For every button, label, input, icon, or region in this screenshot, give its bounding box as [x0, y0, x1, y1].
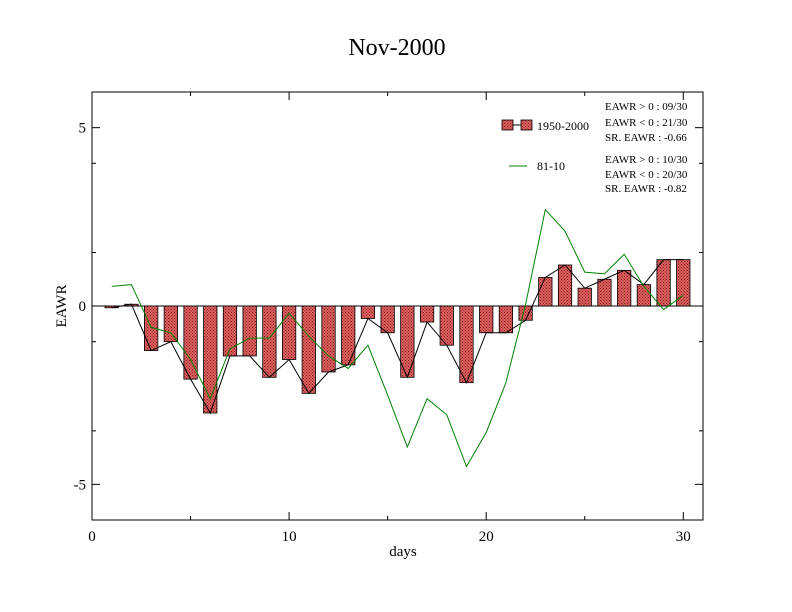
stat-negative-81-10: EAWR < 0 : 20/30: [605, 169, 688, 181]
legend-label-81-10: 81-10: [537, 159, 565, 173]
bar-1950-2000: [518, 305, 533, 321]
stat-positive-1950-2000: EAWR > 0 : 09/30: [605, 101, 688, 113]
y-tick-label: 5: [79, 121, 87, 137]
bar-1950-2000: [242, 305, 257, 357]
bar-series-1950-2000-connector-line: [111, 259, 684, 415]
bar-1950-2000: [538, 277, 553, 307]
x-axis-label: days: [389, 544, 417, 560]
bar-series-1950-2000: [104, 259, 691, 414]
stat-sr-81-10: SR. EAWR : -0.82: [605, 183, 687, 195]
y-tick-label: 0: [79, 299, 87, 315]
bar-1950-2000: [636, 284, 651, 307]
bar-1950-2000: [281, 305, 297, 360]
bar-1950-2000: [597, 278, 612, 307]
x-tick-label: 20: [479, 529, 494, 545]
legend-swatch-bar-left: [501, 119, 514, 131]
bar-1950-2000: [203, 305, 218, 414]
stat-negative-1950-2000: EAWR < 0 : 21/30: [605, 117, 688, 129]
bar-1950-2000: [262, 305, 277, 378]
bar-1950-2000: [321, 305, 336, 373]
bar-1950-2000: [341, 305, 356, 366]
y-axis-label: EAWR: [54, 285, 70, 328]
legend-swatch-bar-right: [520, 119, 533, 131]
bar-1950-2000: [577, 287, 592, 307]
x-tick-label: 30: [676, 529, 691, 545]
bar-1950-2000: [360, 305, 376, 319]
legend: 1950-2000 81-10: [501, 119, 589, 173]
legend-label-1950-2000: 1950-2000: [537, 119, 589, 133]
bar-1950-2000: [163, 305, 178, 343]
line-series-81-10: [111, 208, 684, 468]
bar-1950-2000: [419, 305, 435, 323]
y-tick-label: -5: [74, 477, 87, 493]
stat-sr-1950-2000: SR. EAWR : -0.66: [605, 132, 687, 144]
x-tick-label: 0: [88, 529, 96, 545]
bar-1950-2000: [479, 305, 494, 334]
stats-block: EAWR > 0 : 09/30 EAWR < 0 : 21/30 SR. EA…: [605, 101, 688, 195]
x-tick-label: 10: [282, 529, 297, 545]
bar-1950-2000: [301, 305, 316, 394]
bar-1950-2000: [656, 259, 671, 307]
stat-positive-81-10: EAWR > 0 : 10/30: [605, 154, 688, 166]
bar-1950-2000: [498, 305, 514, 334]
chart-title: Nov-2000: [348, 35, 445, 61]
bar-1950-2000: [617, 269, 632, 307]
x-axis-ticks: 0 10 20 30: [88, 92, 691, 545]
